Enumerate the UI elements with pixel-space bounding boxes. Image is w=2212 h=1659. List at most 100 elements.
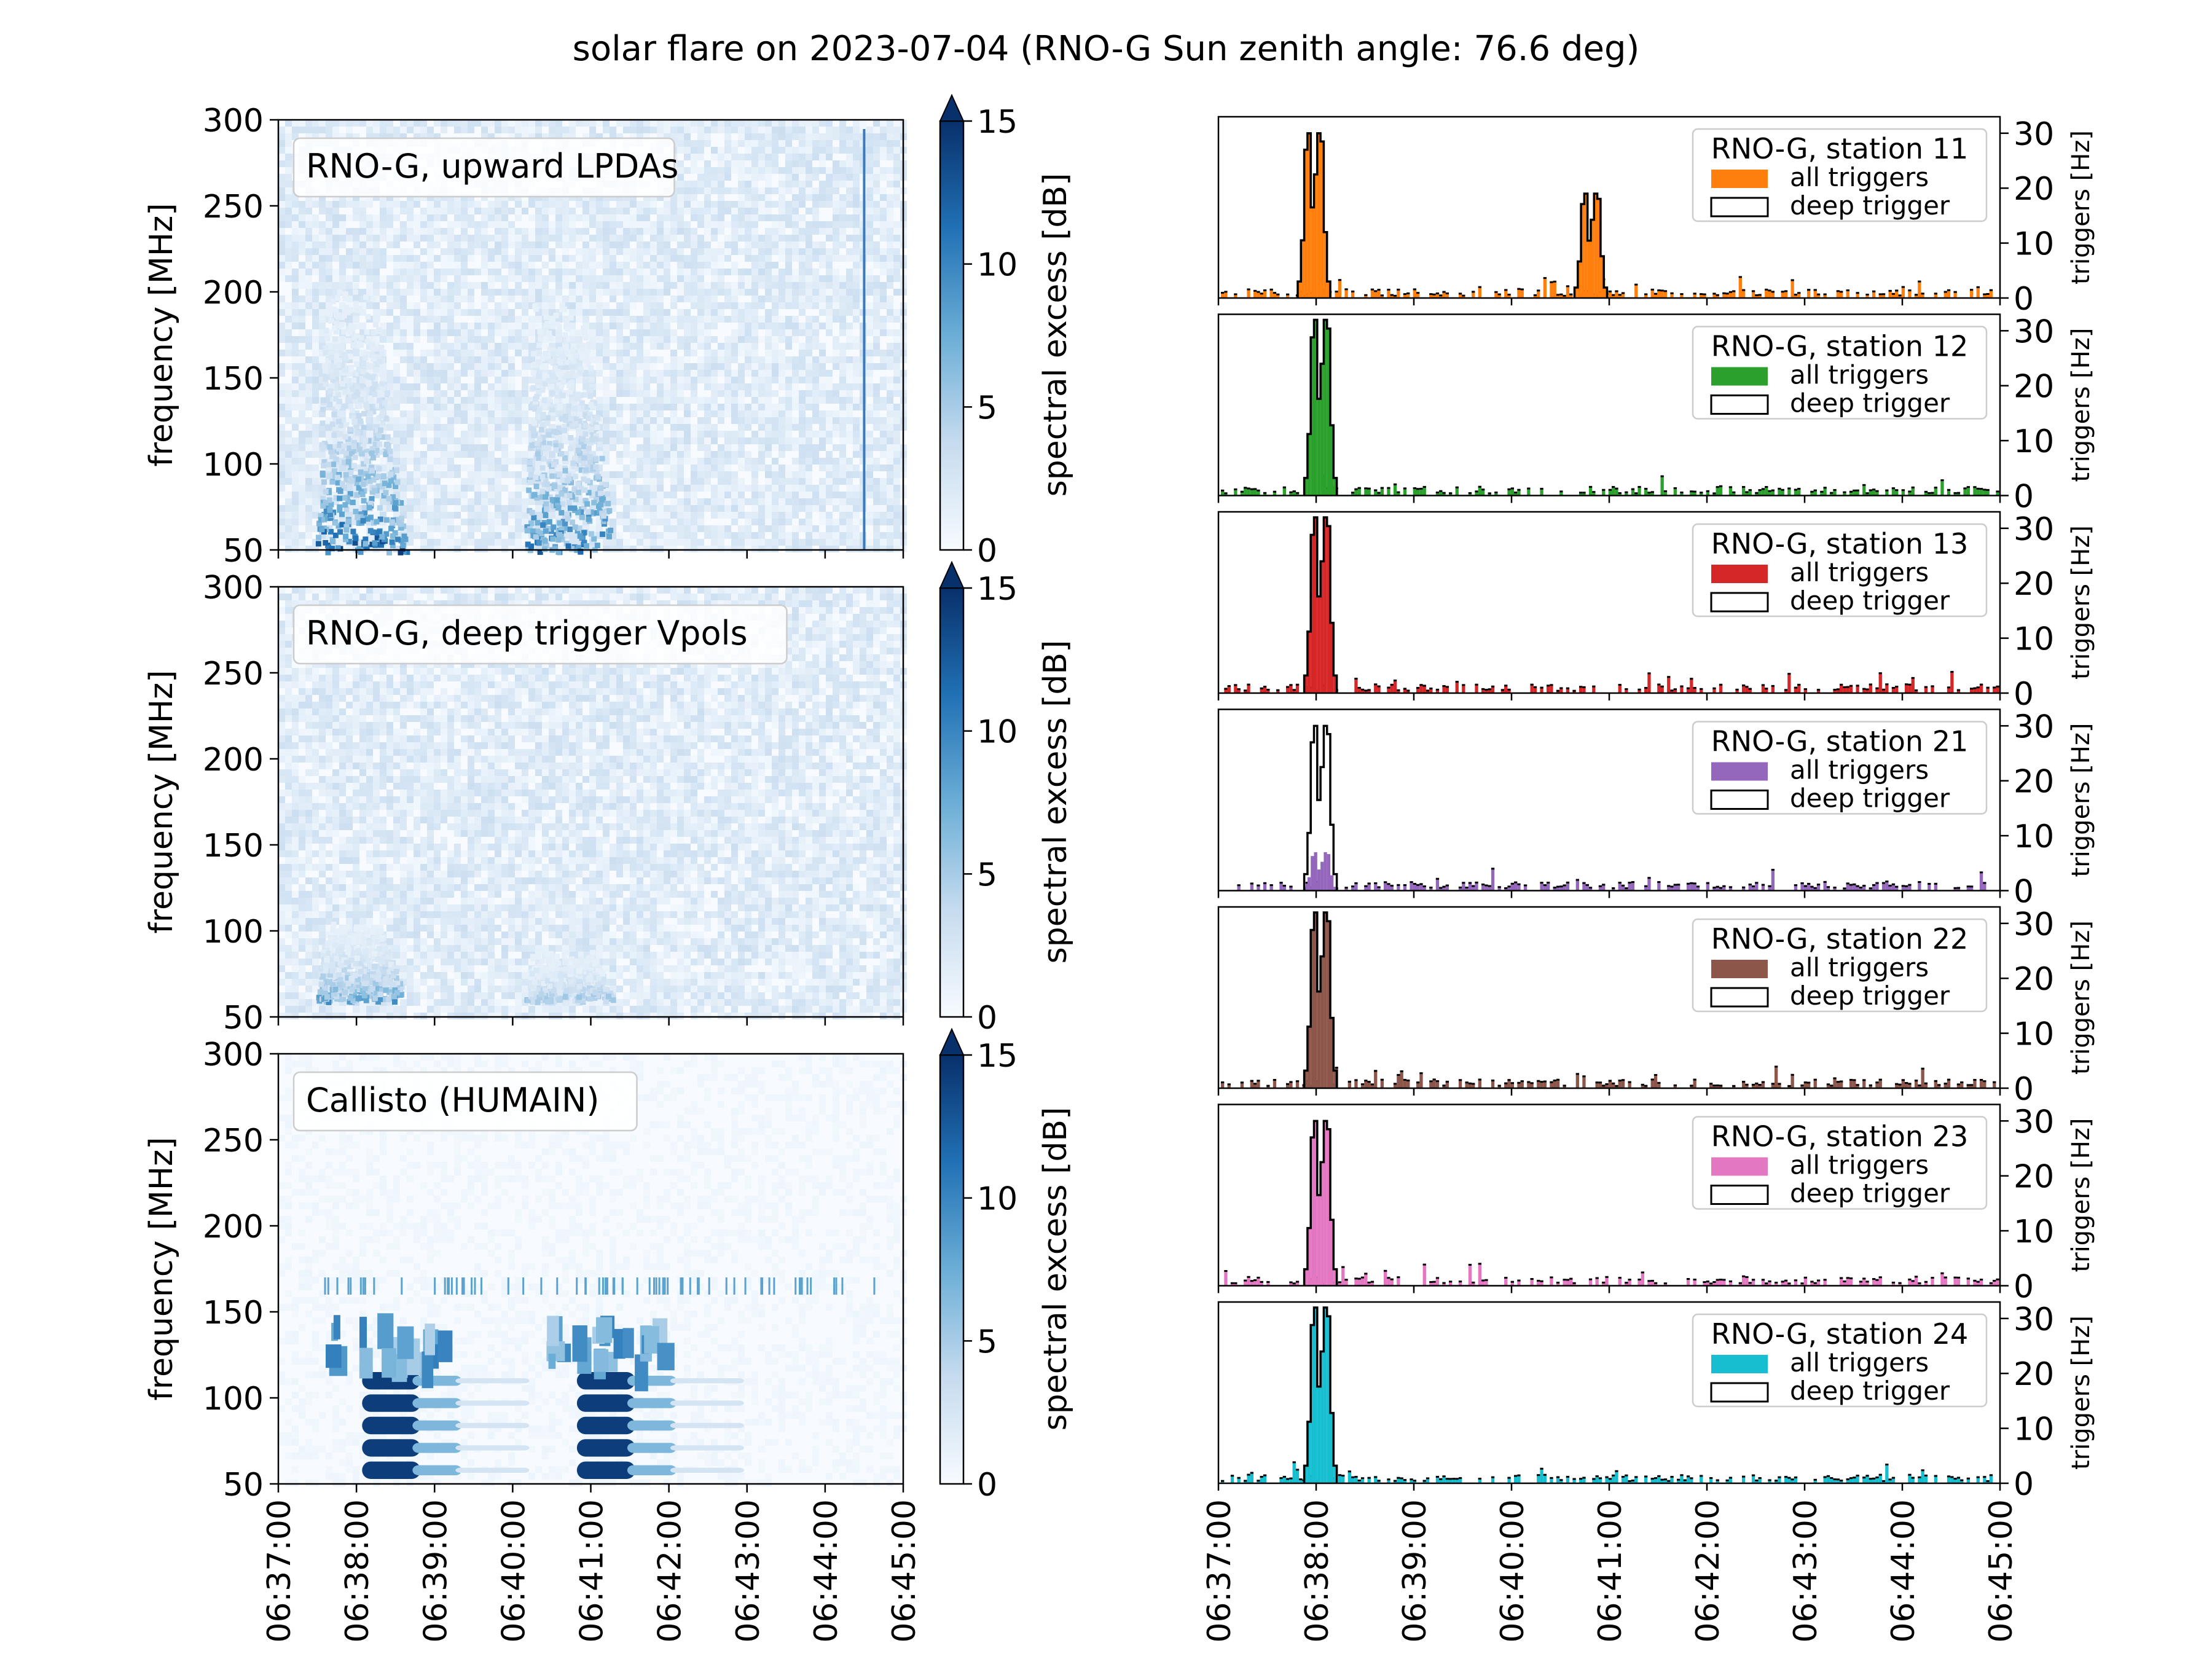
colorbar-tick-label: 0 — [977, 1000, 997, 1037]
noise-bin — [1650, 492, 1654, 496]
noise-bin — [1357, 688, 1361, 693]
noise-bin — [1615, 488, 1618, 496]
noise-bin — [1269, 885, 1273, 891]
noise-bin — [1810, 492, 1814, 496]
peak-bin — [1301, 240, 1304, 298]
legend-all-label: all triggers — [1790, 162, 1929, 192]
noise-bin — [1282, 885, 1286, 891]
noise-bin — [1295, 493, 1300, 496]
noise-bin — [1397, 690, 1400, 693]
noise-bin — [1458, 1281, 1462, 1286]
rfi-stripe — [507, 1277, 509, 1295]
noise-bin — [1794, 1477, 1798, 1483]
noise-bin — [1253, 1083, 1257, 1088]
noise-bin — [1830, 493, 1834, 496]
noise-bin — [1377, 887, 1381, 891]
noise-bin — [1956, 1477, 1961, 1483]
colorbar-tick-label: 15 — [977, 571, 1018, 608]
noise-bin — [1849, 1278, 1853, 1286]
noise-bin — [1976, 287, 1980, 298]
noise-bin — [1794, 490, 1798, 496]
peak-bin — [1327, 1129, 1330, 1286]
noise-bin — [1901, 490, 1905, 496]
noise-bin — [1263, 290, 1267, 298]
rate-tick-label: 30 — [2014, 116, 2054, 153]
noise-bin — [1491, 1477, 1495, 1483]
time-tick-label: 06:41:00 — [574, 1499, 611, 1643]
noise-bin — [1931, 1277, 1934, 1286]
noise-bin — [1563, 1279, 1566, 1286]
noise-bin — [1612, 888, 1615, 891]
time-tick-label: 06:42:00 — [652, 1499, 689, 1643]
noise-bin — [1745, 492, 1749, 496]
peak-bin — [1581, 204, 1585, 298]
noise-bin — [1397, 1478, 1400, 1483]
noise-bin — [1224, 291, 1228, 298]
noise-bin — [1625, 1282, 1628, 1286]
noise-bin — [1553, 1080, 1556, 1088]
noise-bin — [1843, 1281, 1846, 1286]
noise-bin — [1693, 1080, 1696, 1088]
peak-bin — [1314, 174, 1317, 298]
noise-bin — [1647, 673, 1651, 693]
noise-bin — [1778, 1083, 1781, 1088]
noise-bin — [1517, 289, 1521, 298]
trigger-panel-6: 0 10 20 30 triggers [Hz] RNO-G, station 23all… — [1217, 1104, 2095, 1306]
noise-bin — [1966, 886, 1970, 891]
noise-bin — [1765, 1283, 1768, 1286]
noise-bin — [1781, 490, 1784, 496]
colorbar-extend-arrow — [939, 93, 965, 122]
peak-bin — [1311, 856, 1314, 891]
noise-bin — [1953, 1277, 1957, 1286]
noise-bin — [1905, 886, 1908, 891]
noise-bin — [1475, 684, 1478, 693]
noise-bin — [1742, 685, 1746, 693]
rfi-stripe — [584, 1277, 587, 1295]
noise-bin — [1347, 1081, 1351, 1088]
time-tick-label: 06:39:00 — [1397, 1499, 1433, 1643]
noise-bin — [1221, 1481, 1225, 1483]
noise-bin — [1289, 886, 1293, 891]
noise-bin — [1491, 686, 1495, 693]
noise-bin — [1950, 672, 1954, 693]
noise-bin — [1751, 1475, 1755, 1483]
noise-bin — [1846, 290, 1849, 298]
noise-bin — [1244, 1281, 1247, 1286]
colorbar-label: spectral excess [dB] — [1037, 1107, 1074, 1431]
noise-bin — [1807, 884, 1811, 891]
noise-bin — [1784, 291, 1788, 298]
noise-bin — [1657, 1476, 1661, 1483]
noise-bin — [1956, 493, 1961, 496]
noise-bin — [1569, 1279, 1573, 1286]
heatmap-burst — [546, 1316, 744, 1479]
noise-bin — [1728, 292, 1733, 298]
noise-bin — [1575, 879, 1579, 891]
noise-bin — [1738, 276, 1742, 298]
noise-bin — [1273, 1080, 1277, 1088]
rfi-stripe — [455, 1277, 458, 1295]
freq-tick-label: 150 — [203, 828, 264, 865]
noise-bin — [1602, 490, 1606, 496]
noise-bin — [1865, 1475, 1869, 1483]
noise-bin — [1416, 688, 1420, 693]
noise-bin — [1507, 489, 1511, 496]
noise-bin — [1481, 689, 1485, 693]
legend-title: RNO-G, station 24 — [1711, 1317, 1969, 1351]
noise-bin — [1865, 1281, 1869, 1286]
noise-bin — [1693, 492, 1696, 496]
noise-bin — [1732, 291, 1736, 298]
panel-label-box — [292, 604, 788, 665]
noise-bin — [1387, 688, 1390, 693]
noise-bin — [1397, 1075, 1400, 1088]
noise-bin — [1712, 293, 1716, 298]
rfi-stripe — [480, 1277, 482, 1295]
noise-bin — [1677, 1480, 1681, 1483]
noise-bin — [1846, 1277, 1849, 1286]
freq-tick-label: 200 — [203, 1209, 264, 1245]
noise-bin — [1807, 1082, 1811, 1088]
noise-bin — [1696, 886, 1700, 891]
noise-bin — [1250, 1281, 1253, 1286]
noise-bin — [1816, 294, 1821, 298]
noise-bin — [1628, 1481, 1631, 1483]
noise-bin — [1540, 688, 1543, 693]
